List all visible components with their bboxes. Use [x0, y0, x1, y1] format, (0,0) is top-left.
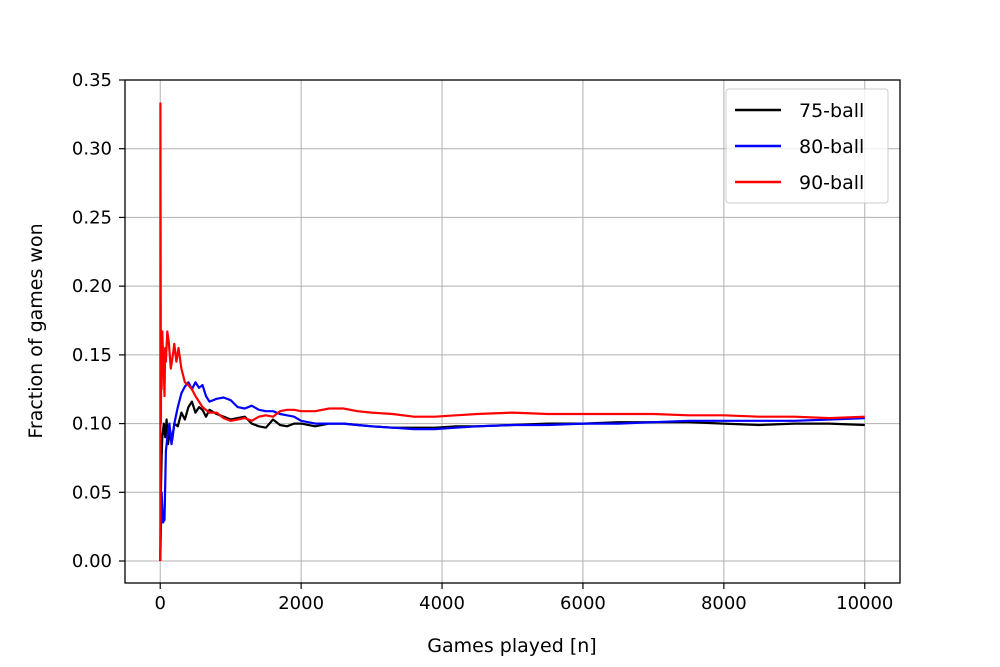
series-layer — [159, 102, 865, 562]
plot-frame — [124, 79, 901, 584]
x-tick-label: 4000 — [419, 593, 465, 614]
y-tick-label: 0.35 — [72, 70, 112, 91]
y-tick-label: 0.10 — [72, 414, 112, 435]
legend: 75-ball 80-ball 90-ball — [725, 88, 889, 204]
legend-label-80-ball: 80-ball — [799, 136, 864, 158]
x-tick-label: 2000 — [278, 593, 324, 614]
legend-box — [725, 88, 889, 204]
x-tick-label: 10000 — [836, 593, 893, 614]
ticks: 0 2000 4000 6000 8000 10000 0.00 0.05 0.10 0.15 0.… — [72, 70, 893, 614]
x-tick-label: 0 — [155, 593, 166, 614]
x-tick-label: 6000 — [560, 593, 606, 614]
y-tick-label: 0.00 — [72, 551, 112, 572]
y-axis-label: Fraction of games won — [25, 223, 47, 438]
legend-label-75-ball: 75-ball — [799, 100, 864, 122]
y-tick-label: 0.20 — [72, 276, 112, 297]
y-tick-label: 0.15 — [72, 345, 112, 366]
y-tick-label: 0.05 — [72, 482, 112, 503]
series-line-80-ball — [159, 381, 865, 562]
series-line-90-ball — [159, 102, 865, 562]
x-tick-label: 8000 — [701, 593, 747, 614]
y-tick-label: 0.30 — [72, 139, 112, 160]
legend-label-90-ball: 90-ball — [799, 172, 864, 194]
x-axis-label: Games played [n] — [427, 635, 596, 657]
y-tick-label: 0.25 — [72, 207, 112, 228]
